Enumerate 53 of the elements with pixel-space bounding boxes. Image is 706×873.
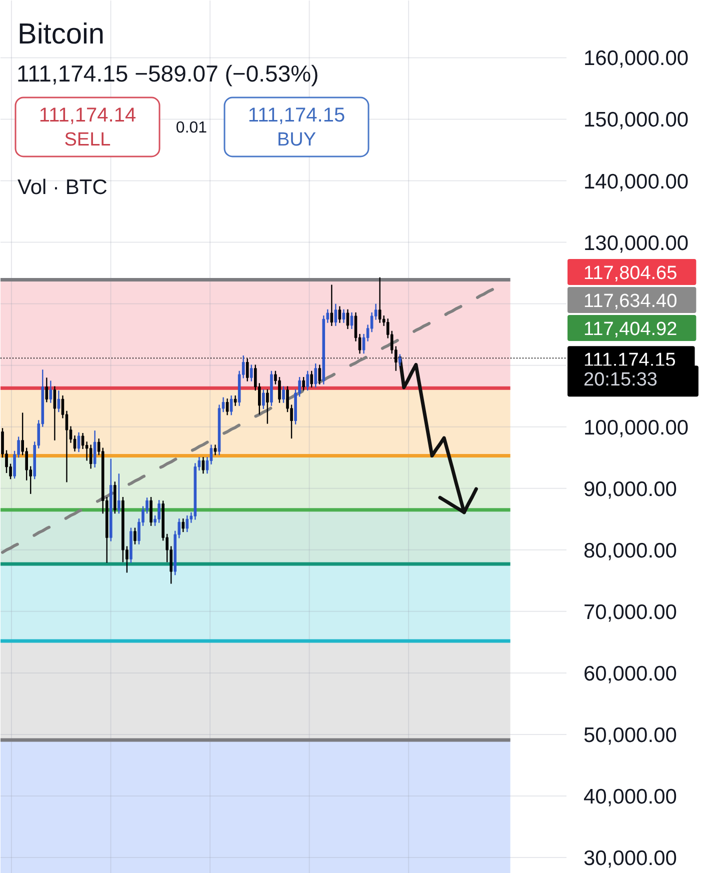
candlestick: [49, 380, 52, 404]
y-tick-label: 150,000.00: [584, 108, 689, 132]
y-tick-label: 30,000.00: [584, 847, 677, 870]
candlestick: [134, 527, 136, 545]
text: 117,804.65: [584, 263, 678, 284]
candlestick: [282, 386, 285, 404]
candlestick: [398, 354, 402, 367]
y-tick-label: 90,000.00: [584, 478, 677, 501]
text: 117,404.92: [584, 319, 678, 340]
candlestick: [378, 276, 382, 324]
candlestick: [306, 370, 309, 392]
candlestick: [150, 496, 152, 526]
y-tick-label: 70,000.00: [584, 600, 677, 624]
candlestick: [338, 306, 342, 324]
candlestick: [334, 303, 338, 327]
text: Bitcoin: [18, 18, 105, 50]
y-tick-label: 40,000.00: [584, 785, 677, 808]
candlestick: [182, 518, 185, 533]
candlestick: [318, 364, 322, 385]
candlestick: [330, 284, 334, 327]
y-tick-label: 80,000.00: [584, 539, 677, 562]
candlestick: [342, 308, 346, 324]
annotation: 111,174.15 BUY: [248, 104, 346, 150]
candlestick: [278, 376, 281, 404]
annotation: 111,174.14 SELL: [38, 104, 136, 150]
candlestick: [346, 308, 350, 330]
candlestick: [302, 376, 305, 392]
y-tick-label: 140,000.00: [584, 170, 689, 194]
candlestick: [226, 398, 229, 416]
candlestick: [262, 388, 265, 410]
y-tick-label: 160,000.00: [584, 47, 689, 70]
candlestick: [93, 430, 96, 468]
candlestick: [158, 499, 160, 524]
candlestick: [186, 514, 189, 533]
annotation: Vol · BTC: [18, 176, 108, 199]
candlestick: [310, 370, 314, 388]
candlestick: [314, 362, 318, 388]
candlestick: [45, 377, 48, 403]
candlestick: [230, 394, 233, 416]
text: 117,634.40: [584, 291, 678, 312]
candlestick: [214, 444, 217, 456]
y-tick-label: 130,000.00: [584, 232, 689, 255]
ref-line-label: 111,174.15 20:15:33: [584, 350, 676, 391]
candlestick: [118, 473, 120, 514]
y-tick-label: 60,000.00: [584, 662, 677, 686]
text: 111,174.15 −589.07 (−0.53%): [16, 60, 319, 86]
y-tick-label: 50,000.00: [584, 724, 677, 747]
annotation: 0.01: [176, 120, 208, 136]
y-tick-label: 100,000.00: [584, 416, 689, 440]
candlestick: [266, 388, 269, 424]
candlestick: [89, 444, 92, 470]
candlestick: [250, 364, 253, 382]
candlestick: [234, 394, 237, 407]
